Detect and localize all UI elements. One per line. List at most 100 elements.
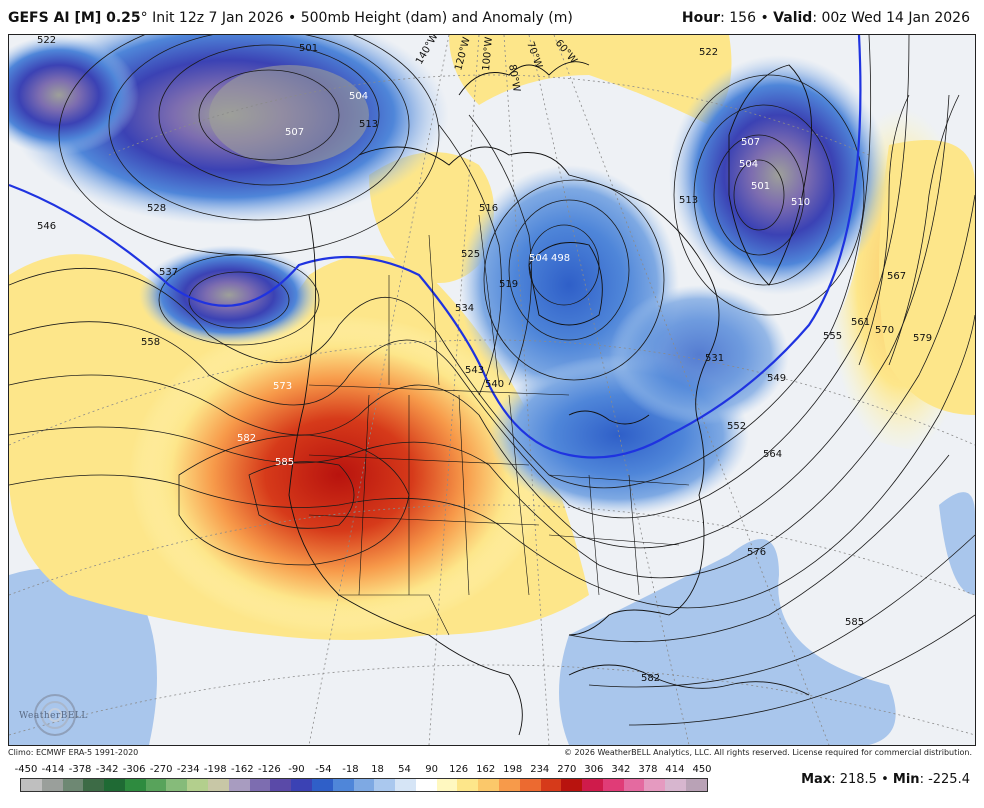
colorbar-label: -162 <box>230 764 254 775</box>
contour-label: 585 <box>275 457 294 468</box>
min-value: -225.4 <box>928 772 970 787</box>
colorbar-swatch <box>665 779 686 791</box>
colorbar-label: 450 <box>692 764 712 775</box>
contour-label: 561 <box>851 317 870 328</box>
init-time: Init 12z 7 Jan 2026 <box>152 10 284 26</box>
contour-label: 543 <box>465 365 484 376</box>
colorbar-swatch <box>145 779 167 791</box>
colorbar-swatch <box>332 779 354 791</box>
contour <box>693 104 835 286</box>
colorbar-swatch <box>395 779 416 791</box>
colorbar-label: 18 <box>371 764 384 775</box>
colorbar-swatch <box>561 779 583 791</box>
colorbar-swatch <box>478 779 499 791</box>
header-bar: GEFS AI [M] 0.25° Init 12z 7 Jan 2026 • … <box>0 0 984 34</box>
copyright-note: © 2026 WeatherBELL Analytics, LLC. All r… <box>564 748 972 757</box>
contour-label: 501 <box>751 181 770 192</box>
contour-label: 522 <box>699 47 718 58</box>
graticule-lon-2 <box>428 35 480 745</box>
contour-label: 579 <box>913 333 932 344</box>
contour <box>888 94 960 366</box>
contour-label: 585 <box>845 617 864 628</box>
colorbar-swatch <box>249 779 271 791</box>
weatherbell-swirl-logo-icon <box>34 694 76 736</box>
colorbar-label: 234 <box>530 764 550 775</box>
border-state <box>508 394 530 596</box>
border-state <box>458 394 470 596</box>
contour <box>108 35 410 221</box>
colorbar-swatch <box>436 779 458 791</box>
contour-label: 582 <box>641 673 660 684</box>
graticule <box>9 35 975 745</box>
contour-label: 567 <box>887 271 906 282</box>
contour-label: 576 <box>747 547 766 558</box>
contour-label: 558 <box>141 337 160 348</box>
coastline-greenland <box>728 64 812 286</box>
anomaly-neg-sw <box>9 568 157 745</box>
contour <box>9 94 950 549</box>
contour-label: 504 <box>739 159 758 170</box>
contour <box>248 461 355 529</box>
colorbar-label: -450 <box>14 764 38 775</box>
bullet: • <box>288 10 297 26</box>
anomaly-neg-atlantic <box>939 492 975 595</box>
map-title: GEFS AI [M] 0.25° Init 12z 7 Jan 2026 • … <box>8 10 573 26</box>
coastline-west <box>288 214 523 736</box>
valid-time: Hour: 156 • Valid: 00z Wed 14 Jan 2026 <box>681 10 970 26</box>
contour-label: 534 <box>455 303 474 314</box>
anomaly-pos-canada <box>369 152 494 283</box>
colorbar-label: -54 <box>315 764 332 775</box>
contour-label: 507 <box>285 127 304 138</box>
border-state <box>588 474 600 596</box>
anomaly-min-greenland <box>669 55 889 295</box>
contour <box>628 614 975 726</box>
graticule-lon-1 <box>308 35 450 745</box>
colorbar-swatch <box>291 779 312 791</box>
border-province <box>478 214 500 386</box>
colorbar-label: 378 <box>638 764 658 775</box>
contour <box>9 35 872 489</box>
colorbar-swatch <box>540 779 562 791</box>
climo-note: Climo: ECMWF ERA-5 1991-2020 <box>8 748 139 757</box>
border-state <box>548 534 680 546</box>
colorbar-swatch <box>21 779 42 791</box>
valid-value: 00z Wed 14 Jan 2026 <box>821 10 970 26</box>
colorbar-swatch <box>686 779 707 791</box>
coastline-caribbean <box>568 664 810 696</box>
contour-label: 540 <box>485 379 504 390</box>
contour-label: 537 <box>159 267 178 278</box>
colorbar-swatch <box>602 779 624 791</box>
anomaly-min-east <box>609 285 789 425</box>
colorbar-swatch <box>41 779 63 791</box>
colorbar-swatch <box>83 779 105 791</box>
contour-label: 516 <box>479 203 498 214</box>
contour-label: 501 <box>299 43 318 54</box>
colorbar-swatch <box>187 779 209 791</box>
contour <box>733 159 785 231</box>
colorbar-label: -414 <box>41 764 65 775</box>
border-us-mexico <box>339 594 450 636</box>
contour <box>9 35 910 519</box>
max-value: 218.5 <box>839 772 877 787</box>
anomaly-min-alaska-core <box>209 65 369 165</box>
contour <box>198 69 340 161</box>
colorbar-label: 342 <box>611 764 631 775</box>
field-stats: Max: 218.5 • Min: -225.4 <box>801 772 970 787</box>
contour <box>158 254 320 346</box>
longitude-label: 100°W <box>481 36 495 71</box>
colorbar-label: 414 <box>665 764 685 775</box>
bullet: • <box>881 772 889 787</box>
contour <box>188 271 290 329</box>
colorbar-swatch <box>62 779 84 791</box>
colorbar-label: 270 <box>557 764 577 775</box>
coastline-great-lakes <box>568 410 650 425</box>
colorbar-swatch <box>582 779 603 791</box>
contour <box>438 124 502 396</box>
colorbar-swatch <box>623 779 645 791</box>
colorbar-label: -90 <box>288 764 305 775</box>
coastline-east <box>358 146 720 636</box>
border-province <box>428 234 440 386</box>
colorbar-strip <box>20 778 708 792</box>
contour-label: 510 <box>791 197 810 208</box>
colorbar-label: -342 <box>95 764 119 775</box>
